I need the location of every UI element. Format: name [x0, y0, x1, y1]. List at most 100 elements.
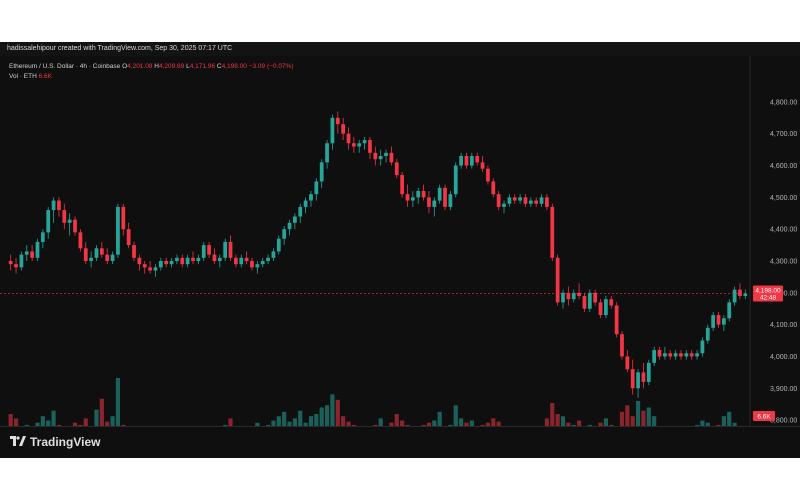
- candle-body: [614, 305, 619, 335]
- candle-body: [416, 191, 421, 198]
- candle-body: [35, 241, 40, 258]
- candle-body: [453, 165, 458, 195]
- volume-bar: [115, 378, 121, 438]
- candle-body: [512, 197, 517, 201]
- candle-body: [491, 181, 496, 195]
- volume-bar: [324, 405, 330, 438]
- candle-body: [148, 267, 152, 271]
- candle-body: [207, 245, 211, 255]
- candle-body: [223, 241, 228, 258]
- candle-body: [175, 257, 179, 261]
- y-tick-label: 4,400.00: [770, 227, 797, 234]
- volume-bar: [550, 403, 555, 438]
- candle-body: [287, 222, 292, 230]
- candle-body: [432, 200, 437, 207]
- volume-bar: [437, 411, 442, 438]
- candle-body: [668, 353, 673, 357]
- chart-canvas[interactable]: 4,800.00 4,700.00 4,600.00 4,500.00 4,400.00…: [0, 56, 800, 454]
- y-tick-label: 4,100.00: [770, 322, 797, 329]
- candle-body: [24, 251, 29, 255]
- candle-body: [158, 261, 163, 268]
- candle-body: [496, 194, 501, 207]
- candle-body: [727, 302, 732, 319]
- candle-body: [132, 245, 136, 258]
- volume-bar: [625, 405, 630, 438]
- candle-body: [550, 206, 555, 258]
- candle-body: [598, 302, 603, 316]
- candle-body: [78, 232, 83, 249]
- brand-name: TradingView: [30, 435, 101, 449]
- candle-body: [705, 327, 710, 341]
- candle-body: [142, 264, 147, 268]
- candle-body: [716, 315, 721, 325]
- candle-body: [57, 200, 61, 211]
- candle-body: [448, 194, 453, 207]
- candle-body: [373, 152, 378, 160]
- candle-body: [427, 197, 431, 207]
- y-tick-label: 4,300.00: [770, 259, 797, 266]
- candle-body: [94, 248, 99, 258]
- candle-body: [351, 143, 356, 147]
- candle-body: [389, 152, 394, 163]
- y-tick-label: 3,800.00: [770, 418, 797, 425]
- candle-body: [164, 261, 169, 265]
- candle-body: [180, 257, 185, 265]
- candle-body: [405, 194, 410, 201]
- candle-body: [384, 152, 388, 156]
- candle-body: [695, 353, 699, 357]
- volume-label: Vol · ETH: [9, 73, 37, 80]
- volume-bar: [453, 405, 458, 438]
- candle-body: [346, 133, 351, 144]
- candle-body: [234, 257, 238, 265]
- candle-body: [46, 210, 51, 233]
- candle-body: [378, 156, 383, 160]
- candle-body: [394, 162, 399, 176]
- volume-bar: [99, 398, 104, 438]
- attribution-bar: hadissalehipour created with TradingView…: [0, 42, 800, 56]
- candle-body: [528, 200, 533, 204]
- candle-body: [507, 197, 512, 204]
- candle-body: [684, 353, 689, 357]
- volume-tag-value: 6.6K: [757, 414, 771, 421]
- candle-body: [502, 203, 506, 207]
- candle-body: [298, 206, 303, 217]
- volume-bar: [335, 399, 340, 438]
- price-chart[interactable]: 4,800.00 4,700.00 4,600.00 4,500.00 4,400.00…: [0, 56, 800, 454]
- open-label: O: [122, 63, 128, 70]
- candle-body: [126, 229, 131, 246]
- volume-tag: [753, 411, 775, 421]
- price-tag-value: 4,198.00: [755, 287, 781, 294]
- candle-body: [314, 181, 319, 195]
- y-tick-label: 4,700.00: [770, 131, 797, 138]
- low-label: L: [186, 63, 190, 70]
- candle-body: [169, 261, 174, 265]
- candle-body: [743, 293, 748, 296]
- candle-body: [646, 362, 651, 382]
- candle-body: [30, 251, 35, 258]
- candle-body: [625, 356, 630, 370]
- candle-body: [51, 200, 56, 211]
- y-tick-label: 4,200.00: [770, 290, 797, 297]
- volume-value: 6.6K: [38, 73, 52, 80]
- candle-body: [673, 353, 678, 357]
- candle-body: [561, 292, 565, 303]
- candle-body: [99, 248, 104, 255]
- candle-body: [609, 299, 614, 306]
- candle-body: [738, 289, 742, 296]
- candle-body: [587, 292, 592, 309]
- close-value: 4,198.00: [221, 63, 247, 70]
- candle-body: [196, 257, 201, 261]
- candle-body: [271, 251, 276, 258]
- open-value: 4,201.08: [127, 63, 153, 70]
- candle-body: [400, 175, 405, 195]
- candle-body: [486, 168, 490, 182]
- volume-bar: [51, 410, 56, 438]
- volume-bar: [319, 407, 324, 438]
- candle-body: [201, 245, 206, 258]
- candle-body: [212, 254, 217, 261]
- candle-body: [421, 191, 426, 198]
- candle-body: [636, 372, 640, 389]
- tradingview-logo[interactable]: TradingView: [10, 435, 100, 449]
- candle-body: [620, 334, 624, 357]
- candle-body: [663, 353, 667, 357]
